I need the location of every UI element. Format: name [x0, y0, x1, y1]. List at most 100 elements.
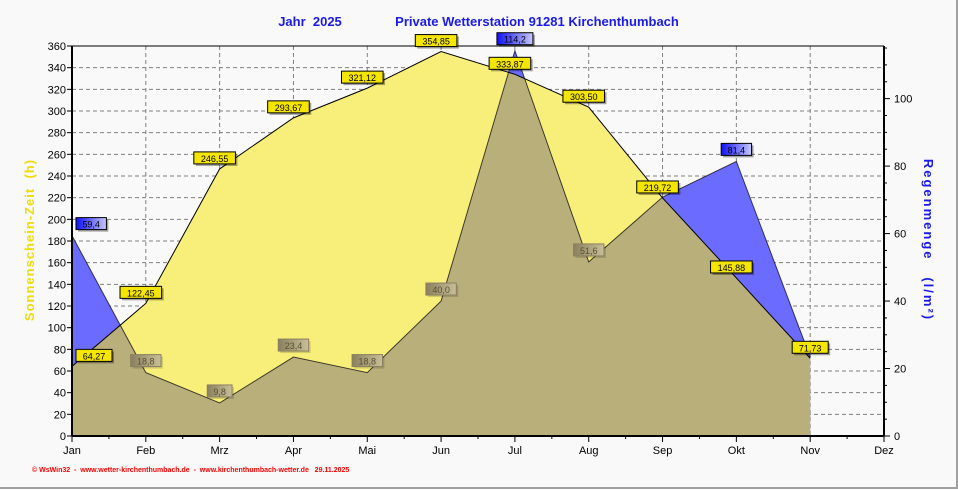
chart-year-title: Jahr 2025: [278, 14, 342, 29]
sunshine-data-label: 303,50: [562, 89, 607, 105]
sunshine-data-label: 64,27: [75, 348, 114, 364]
axes: 0204060801001201401601802002202402602803…: [48, 41, 913, 457]
tick-label-left: 320: [48, 84, 66, 96]
label-text: 23,4: [285, 341, 303, 351]
label-text: 18,8: [359, 357, 377, 367]
label-box: [206, 384, 233, 398]
label-text: 219,72: [644, 183, 672, 193]
x-tick-label: Jul: [508, 445, 522, 457]
label-text: 293,67: [275, 103, 303, 113]
sunshine-data-label: 219,72: [636, 180, 681, 195]
x-tick-label: Sep: [653, 445, 673, 457]
label-box: [488, 56, 532, 70]
x-tick-label: Jan: [63, 445, 81, 457]
tick-label-left: 280: [48, 128, 66, 140]
rain-data-label: 114,2: [496, 32, 535, 47]
label-box: [720, 142, 753, 156]
label-text: 81,4: [728, 145, 746, 155]
tick-label-left: 80: [54, 344, 66, 356]
label-text: 9,8: [213, 387, 226, 397]
tick-label-left: 220: [48, 193, 66, 205]
label-box: [340, 70, 384, 84]
label-text: 71,73: [799, 343, 822, 353]
rain-data-label: 9,8: [206, 384, 235, 399]
x-tick-label: Okt: [728, 445, 745, 457]
label-box: [496, 32, 534, 46]
label-text: 333,87: [496, 59, 524, 69]
label-text: 114,2: [504, 35, 526, 45]
tick-label-right: 20: [894, 364, 906, 376]
y-axis-left-label: Sonnenschein-Zeit (h): [22, 159, 37, 321]
label-box: [573, 243, 605, 257]
x-tick-label: Jun: [432, 445, 450, 457]
footer-credit: © WsWin32 - www.wetter-kirchenthumbach.d…: [32, 466, 349, 474]
x-tick-label: Aug: [579, 445, 599, 457]
tick-label-left: 40: [54, 388, 66, 400]
label-text: 18,8: [137, 357, 155, 367]
sunshine-data-label: 122,45: [119, 285, 164, 301]
label-box: [75, 348, 113, 362]
label-box: [193, 151, 236, 165]
label-box: [425, 282, 457, 296]
label-text: 354,85: [422, 37, 450, 47]
label-box: [119, 285, 163, 299]
sunshine-data-label: 71,73: [791, 340, 831, 356]
label-box: [636, 180, 679, 194]
label-text: 145,88: [718, 263, 746, 273]
tick-label-left: 100: [48, 323, 66, 335]
tick-label-right: 40: [894, 296, 906, 308]
tick-label-left: 60: [54, 366, 66, 378]
rain-data-label: 59,4: [75, 217, 109, 232]
label-box: [75, 217, 107, 231]
tick-label-left: 340: [48, 63, 66, 75]
data-labels: 59,4 18,8 9,8 23,4 18,8 40,0 114,2 51,6 81,4 64,2…: [75, 32, 831, 399]
rain-data-label: 51,6: [573, 243, 606, 258]
x-tick-label: Nov: [800, 445, 820, 457]
tick-label-left: 160: [48, 258, 66, 270]
x-tick-label: Mai: [358, 445, 376, 457]
areas: [71, 49, 811, 437]
sunshine-data-label: 354,85: [414, 34, 459, 49]
label-text: 303,50: [570, 92, 598, 102]
label-text: 40,0: [432, 285, 450, 295]
rain-data-label: 23,4: [277, 338, 311, 354]
tick-label-left: 260: [48, 149, 66, 161]
label-box: [267, 100, 310, 114]
y-axis-right-label: Regenmenge (l/m²): [921, 159, 936, 321]
tick-label-left: 0: [60, 431, 66, 443]
tick-label-left: 200: [48, 214, 66, 226]
x-tick-label: Apr: [285, 445, 302, 457]
x-tick-label: Mrz: [210, 445, 228, 457]
label-box: [130, 354, 162, 368]
tick-label-left: 360: [48, 41, 66, 53]
tick-label-right: 100: [894, 94, 912, 106]
sunshine-data-label: 293,67: [267, 100, 312, 115]
sunshine-data-label: 246,55: [193, 151, 238, 166]
sunshine-data-label: 145,88: [710, 260, 755, 275]
x-tick-label: Feb: [136, 445, 155, 457]
label-text: 122,45: [127, 288, 155, 298]
label-box: [791, 340, 829, 354]
sunshine-data-label: 321,12: [340, 70, 386, 86]
label-box: [277, 338, 310, 352]
label-text: 64,27: [83, 351, 106, 361]
tick-label-left: 120: [48, 301, 66, 313]
tick-label-right: 60: [894, 229, 906, 241]
label-text: 321,12: [349, 73, 377, 83]
label-box: [710, 260, 753, 274]
sunshine-line: [71, 51, 811, 367]
label-text: 246,55: [201, 154, 229, 164]
tick-label-right: 0: [894, 431, 900, 443]
overlap-area: [72, 51, 811, 436]
tick-label-left: 140: [48, 279, 66, 291]
label-box: [414, 34, 458, 48]
sunshine-data-label: 333,87: [488, 56, 533, 72]
rain-data-label: 81,4: [720, 142, 754, 158]
tick-label-right: 80: [894, 161, 906, 173]
tick-label-left: 300: [48, 106, 66, 118]
rain-data-label: 18,8: [130, 354, 164, 369]
rain-data-label: 40,0: [425, 282, 459, 298]
label-text: 59,4: [82, 220, 100, 230]
